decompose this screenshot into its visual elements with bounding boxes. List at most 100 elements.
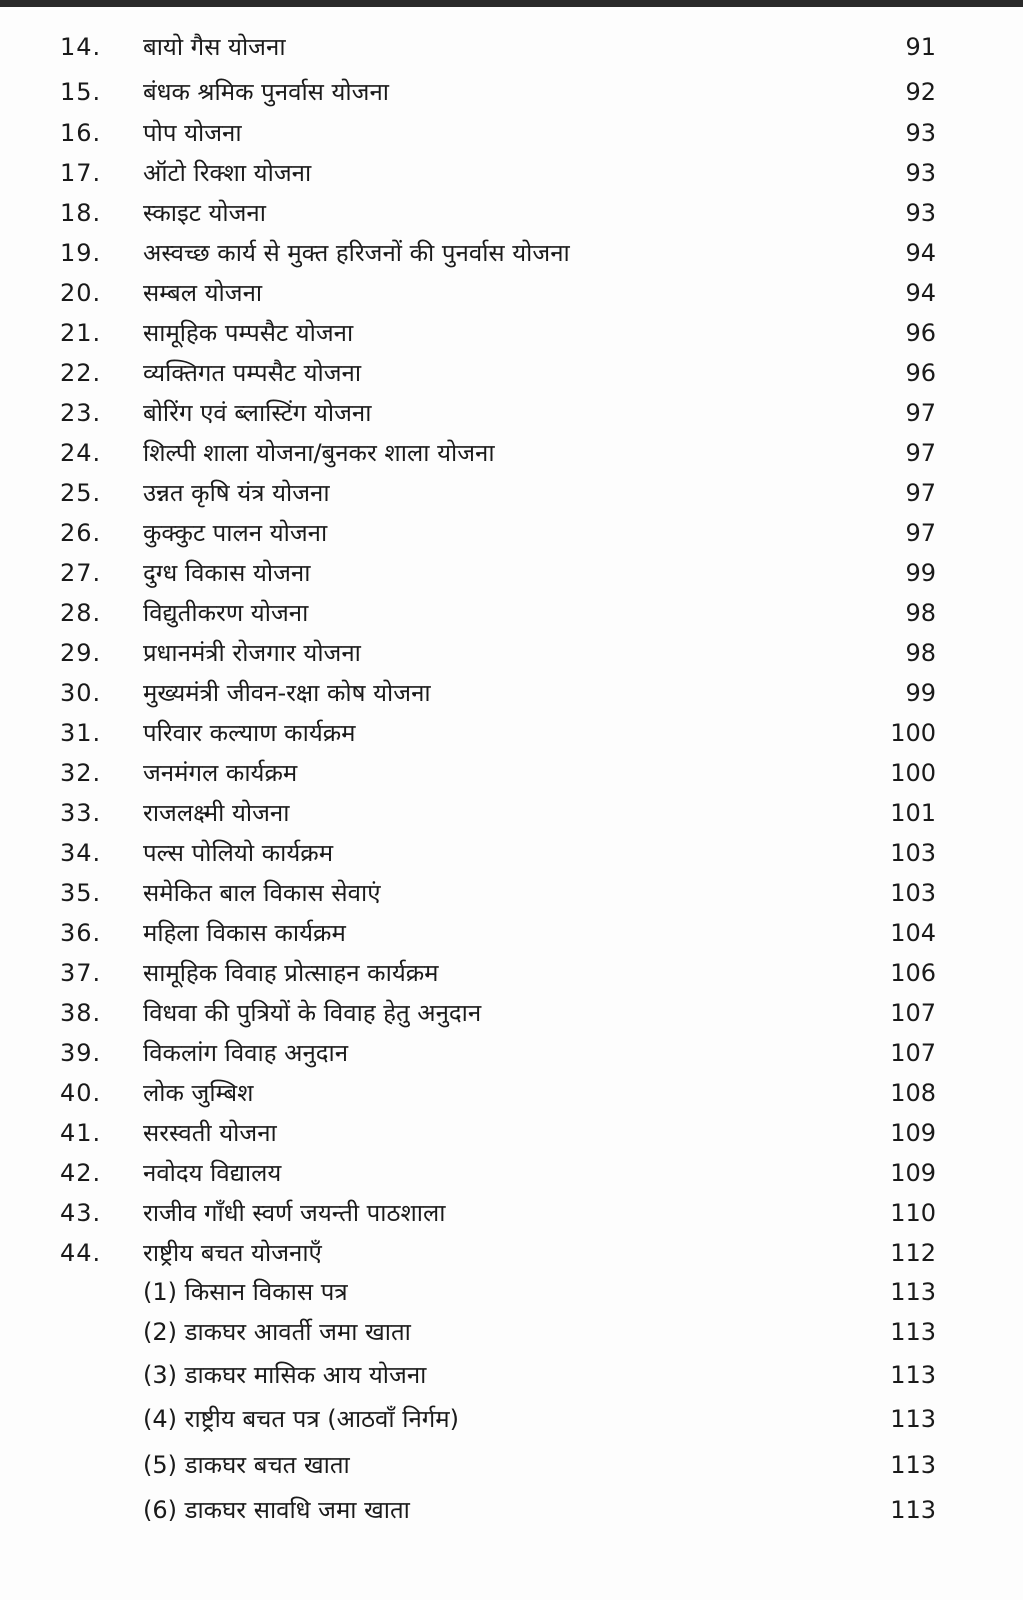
toc-entry: 14. बायो गैस योजना 91 [0, 27, 1023, 67]
entry-page-number: 106 [890, 959, 936, 987]
toc-entry: 16. पोप योजना 93 [0, 113, 1023, 153]
entry-page-number: 99 [905, 679, 936, 707]
entry-page-number: 112 [890, 1239, 936, 1267]
entry-number: 41. [60, 1119, 102, 1147]
entry-number: 16. [60, 119, 102, 147]
entry-number: 22. [60, 359, 102, 387]
entry-page-number: 99 [905, 559, 936, 587]
entry-page-number: 94 [905, 279, 936, 307]
toc-entry: 25. उन्नत कृषि यंत्र योजना 97 [0, 473, 1023, 513]
toc-entry: 43. राजीव गाँधी स्वर्ण जयन्ती पाठशाला 110 [0, 1193, 1023, 1233]
toc-entry: 24. शिल्पी शाला योजना/बुनकर शाला योजना 97 [0, 433, 1023, 473]
entry-page-number: 97 [905, 479, 936, 507]
toc-entry: 32. जनमंगल कार्यक्रम 100 [0, 753, 1023, 793]
entry-title: बंधक श्रमिक पुनर्वास योजना [143, 78, 389, 106]
entry-number: 23. [60, 399, 102, 427]
toc-sub-entry: (3) डाकघर मासिक आय योजना 113 [0, 1355, 1023, 1395]
entry-number: 43. [60, 1199, 102, 1227]
entry-title: ऑटो रिक्शा योजना [143, 159, 312, 187]
entry-title: पोप योजना [143, 119, 242, 147]
entry-number: 39. [60, 1039, 102, 1067]
entry-page-number: 107 [890, 1039, 936, 1067]
toc-sub-entry: (2) डाकघर आवर्ती जमा खाता 113 [0, 1312, 1023, 1352]
toc-entry: 19. अस्वच्छ कार्य से मुक्त हरिजनों की पुन… [0, 233, 1023, 273]
entry-page-number: 98 [905, 639, 936, 667]
entry-number: 32. [60, 759, 102, 787]
toc-entry: 15. बंधक श्रमिक पुनर्वास योजना 92 [0, 72, 1023, 112]
toc-entry: 41. सरस्वती योजना 109 [0, 1113, 1023, 1153]
entry-page-number: 93 [905, 119, 936, 147]
toc-entry: 29. प्रधानमंत्री रोजगार योजना 98 [0, 633, 1023, 673]
toc-sub-entry: (4) राष्ट्रीय बचत पत्र (आठवाँ निर्गम) 113 [0, 1399, 1023, 1439]
entry-title: परिवार कल्याण कार्यक्रम [143, 719, 356, 747]
toc-entry: 27. दुग्ध विकास योजना 99 [0, 553, 1023, 593]
entry-number: 35. [60, 879, 102, 907]
toc-sub-entry: (6) डाकघर सावधि जमा खाता 113 [0, 1490, 1023, 1530]
entry-title: राष्ट्रीय बचत योजनाएँ [143, 1239, 322, 1267]
entry-title: महिला विकास कार्यक्रम [143, 919, 346, 947]
entry-number: 26. [60, 519, 102, 547]
entry-title: विधवा की पुत्रियों के विवाह हेतु अनुदान [143, 999, 482, 1027]
entry-number: 37. [60, 959, 102, 987]
sub-entry-title: (1) किसान विकास पत्र [143, 1278, 348, 1306]
sub-entry-page-number: 113 [890, 1451, 936, 1479]
toc-entry: 31. परिवार कल्याण कार्यक्रम 100 [0, 713, 1023, 753]
entry-title: पल्स पोलियो कार्यक्रम [143, 839, 334, 867]
sub-entry-title: (6) डाकघर सावधि जमा खाता [143, 1496, 410, 1524]
entry-page-number: 100 [890, 759, 936, 787]
entry-page-number: 100 [890, 719, 936, 747]
sub-entry-page-number: 113 [890, 1318, 936, 1346]
toc-entry: 34. पल्स पोलियो कार्यक्रम 103 [0, 833, 1023, 873]
top-border [0, 0, 1023, 7]
entry-page-number: 109 [890, 1119, 936, 1147]
entry-page-number: 93 [905, 199, 936, 227]
entry-page-number: 103 [890, 879, 936, 907]
entry-title: कुक्कुट पालन योजना [143, 519, 328, 547]
entry-title: दुग्ध विकास योजना [143, 559, 311, 587]
toc-entry: 17. ऑटो रिक्शा योजना 93 [0, 153, 1023, 193]
entry-title: सामूहिक विवाह प्रोत्साहन कार्यक्रम [143, 959, 439, 987]
sub-entry-title: (5) डाकघर बचत खाता [143, 1451, 350, 1479]
entry-page-number: 101 [890, 799, 936, 827]
entry-title: प्रधानमंत्री रोजगार योजना [143, 639, 361, 667]
entry-title: बायो गैस योजना [143, 33, 286, 61]
entry-title: सम्बल योजना [143, 279, 263, 307]
entry-number: 38. [60, 999, 102, 1027]
entry-page-number: 110 [890, 1199, 936, 1227]
entry-page-number: 104 [890, 919, 936, 947]
entry-number: 30. [60, 679, 102, 707]
entry-number: 42. [60, 1159, 102, 1187]
entry-title: लोक जुम्बिश [143, 1079, 254, 1107]
sub-entry-page-number: 113 [890, 1496, 936, 1524]
sub-entry-title: (3) डाकघर मासिक आय योजना [143, 1361, 427, 1389]
toc-entry: 37. सामूहिक विवाह प्रोत्साहन कार्यक्रम 106 [0, 953, 1023, 993]
entry-title: शिल्पी शाला योजना/बुनकर शाला योजना [143, 439, 495, 467]
entry-number: 24. [60, 439, 102, 467]
entry-number: 31. [60, 719, 102, 747]
entry-page-number: 93 [905, 159, 936, 187]
toc-entry: 21. सामूहिक पम्पसैट योजना 96 [0, 313, 1023, 353]
toc-entry: 38. विधवा की पुत्रियों के विवाह हेतु अनुद… [0, 993, 1023, 1033]
entry-number: 15. [60, 78, 102, 106]
sub-entry-page-number: 113 [890, 1405, 936, 1433]
entry-title: व्यक्तिगत पम्पसैट योजना [143, 359, 362, 387]
entry-page-number: 94 [905, 239, 936, 267]
entry-page-number: 103 [890, 839, 936, 867]
toc-entry: 23. बोरिंग एवं ब्लास्टिंग योजना 97 [0, 393, 1023, 433]
toc-entry: 18. स्काइट योजना 93 [0, 193, 1023, 233]
entry-title: उन्नत कृषि यंत्र योजना [143, 479, 330, 507]
toc-entry: 35. समेकित बाल विकास सेवाएं 103 [0, 873, 1023, 913]
entry-page-number: 97 [905, 439, 936, 467]
toc-entry: 42. नवोदय विद्यालय 109 [0, 1153, 1023, 1193]
entry-number: 44. [60, 1239, 102, 1267]
entry-number: 40. [60, 1079, 102, 1107]
entry-page-number: 109 [890, 1159, 936, 1187]
entry-number: 33. [60, 799, 102, 827]
entry-title: विकलांग विवाह अनुदान [143, 1039, 349, 1067]
entry-number: 14. [60, 33, 102, 61]
entry-number: 18. [60, 199, 102, 227]
entry-title: राजीव गाँधी स्वर्ण जयन्ती पाठशाला [143, 1199, 446, 1227]
toc-entry: 28. विद्युतीकरण योजना 98 [0, 593, 1023, 633]
toc-entry: 44. राष्ट्रीय बचत योजनाएँ 112 [0, 1233, 1023, 1273]
entry-title: जनमंगल कार्यक्रम [143, 759, 298, 787]
